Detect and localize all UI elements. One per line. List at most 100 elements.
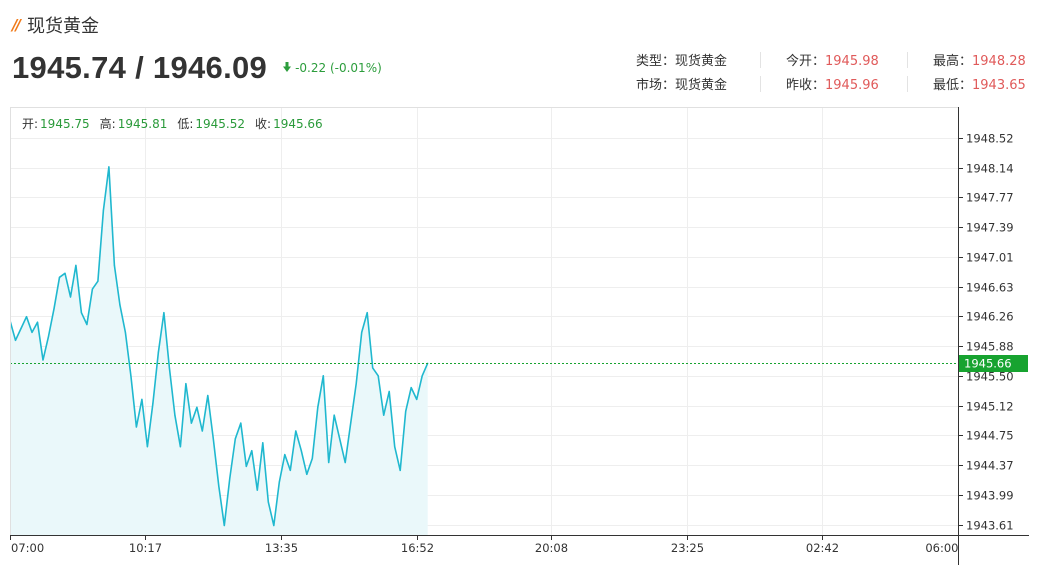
price-point <box>86 323 88 326</box>
y-tick-label: 1945.88 <box>966 340 1014 354</box>
divider <box>907 76 908 92</box>
y-tick-label: 1943.99 <box>966 489 1014 503</box>
ohlc-low-label: 低: <box>177 117 193 131</box>
price-point <box>58 276 61 278</box>
price-point <box>47 335 50 337</box>
ohlc-high-value: 1945.81 <box>118 117 168 131</box>
price-point <box>355 383 357 385</box>
divider <box>760 52 761 68</box>
price-point <box>64 272 66 274</box>
price-point <box>69 296 72 298</box>
price-point <box>168 367 170 369</box>
price-separator: / <box>126 50 153 85</box>
x-axis: 07:00 10:17 13:35 16:52 20:08 23:25 02:42 06:00 <box>10 535 959 555</box>
price-point <box>300 450 302 452</box>
ohlc-legend: 开: 1945.75 高: 1945.81 低: 1945.52 收: 1945.66 <box>22 116 323 131</box>
info-row-2: 市场：现货黄金 昨收：1945.96 最低：1943.65 <box>600 74 1032 98</box>
price-point <box>31 331 33 333</box>
price-point <box>339 438 341 440</box>
price-point <box>163 312 165 314</box>
price-point <box>333 414 335 416</box>
ohlc-open-value: 1945.75 <box>40 117 90 131</box>
price-point <box>223 524 225 527</box>
price-point <box>135 426 137 428</box>
price-point <box>36 321 39 323</box>
price-point <box>185 383 187 385</box>
x-tick-label: 16:52 <box>401 541 434 555</box>
price-point <box>245 465 247 467</box>
price-point <box>130 375 132 377</box>
page-title: 现货黄金 <box>26 16 99 37</box>
ohlc-high-label: 高: <box>100 116 116 131</box>
price-change-text: -0.22 (-0.01%) <box>295 61 382 75</box>
price-point <box>383 414 385 416</box>
y-tick-label: 1945.12 <box>966 400 1014 414</box>
price-point <box>416 398 418 400</box>
price-point <box>124 331 126 333</box>
current-price-label: 1945.66 <box>964 357 1012 371</box>
price-point <box>119 304 121 306</box>
price-point <box>91 288 93 290</box>
price-point <box>14 339 17 341</box>
y-tick-label: 1947.01 <box>966 251 1014 265</box>
price-point <box>196 406 198 408</box>
price-point <box>240 422 242 424</box>
price-point <box>20 327 22 330</box>
price-point <box>388 390 390 393</box>
arrow-down-icon <box>283 61 292 75</box>
current-price-tag: 1945.66 <box>959 355 1028 372</box>
price-point <box>372 367 374 369</box>
y-tick-label: 1946.63 <box>966 281 1014 295</box>
price-point <box>317 406 319 408</box>
price-point <box>311 457 313 460</box>
price-chart[interactable]: 1948.52 1948.14 1947.77 1947.39 1947.01 1946.… <box>9 107 1030 567</box>
price-area-fill <box>10 166 428 535</box>
price-point <box>141 398 143 400</box>
price-point <box>405 410 407 412</box>
price-point <box>234 438 236 440</box>
x-tick-label: 20:08 <box>535 541 568 555</box>
quote-info-panel: 类型：现货黄金 今开：1945.98 最高：1948.28 市场：现货黄金 昨收… <box>600 50 1032 98</box>
price-point <box>97 280 99 282</box>
price-point <box>251 450 253 452</box>
x-tick-label: 06:00 <box>925 541 958 555</box>
price-point <box>212 438 214 440</box>
price-point <box>218 485 220 487</box>
x-tick-label: 13:35 <box>265 541 298 555</box>
divider <box>760 76 761 92</box>
price-point <box>262 442 264 444</box>
bid-price: 1945.74 <box>12 50 127 85</box>
price-point <box>113 264 115 266</box>
price-row: 1945.74 / 1946.09 -0.22 (-0.01%) <box>12 50 382 86</box>
price-point <box>328 461 330 464</box>
y-tick-label: 1947.77 <box>966 191 1014 205</box>
price-point <box>102 209 104 211</box>
price-point <box>207 394 209 397</box>
price-point <box>295 430 297 432</box>
price-point <box>256 489 258 491</box>
price-point <box>421 375 423 377</box>
ohlc-close-label: 收: <box>255 117 271 131</box>
price-point <box>201 430 203 432</box>
y-tick-label: 1944.37 <box>966 459 1014 473</box>
price-point <box>267 501 269 503</box>
price-point <box>174 414 176 416</box>
price-point <box>306 473 308 475</box>
price-point <box>190 422 192 424</box>
price-point <box>75 264 77 266</box>
price-point <box>284 454 286 456</box>
info-open: 今开：1945.98 <box>786 54 879 69</box>
title-row: // 现货黄金 <box>12 12 99 38</box>
info-type: 类型：现货黄金 <box>636 54 728 69</box>
price-point <box>278 481 280 483</box>
divider <box>907 52 908 68</box>
price-point <box>273 524 275 527</box>
y-tick-label: 1943.61 <box>966 519 1014 533</box>
price-point <box>399 469 401 471</box>
info-market: 市场：现货黄金 <box>636 78 728 93</box>
price-point <box>344 461 346 464</box>
price-point <box>157 351 159 353</box>
current-price-tag-bg <box>959 355 1028 372</box>
chart-svg[interactable]: 1948.52 1948.14 1947.77 1947.39 1947.01 1946.… <box>9 107 1030 567</box>
x-tick-label: 23:25 <box>671 541 704 555</box>
